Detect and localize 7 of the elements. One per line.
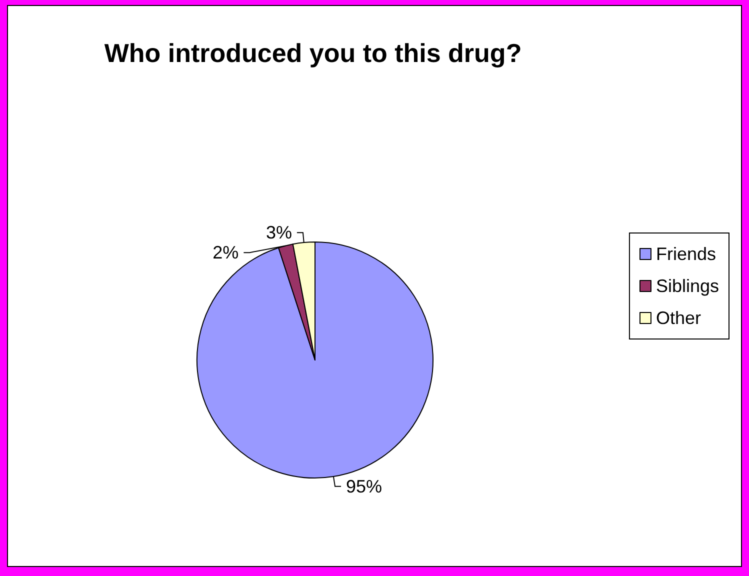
data-label: 3% [266,222,292,243]
legend-label: Siblings [656,276,720,296]
data-label: 2% [212,242,239,263]
legend-label: Other [656,308,701,328]
chart-title: Who introduced you to this drug? [104,38,522,68]
data-label: 95% [346,476,382,496]
legend-label: Friends [656,244,716,264]
